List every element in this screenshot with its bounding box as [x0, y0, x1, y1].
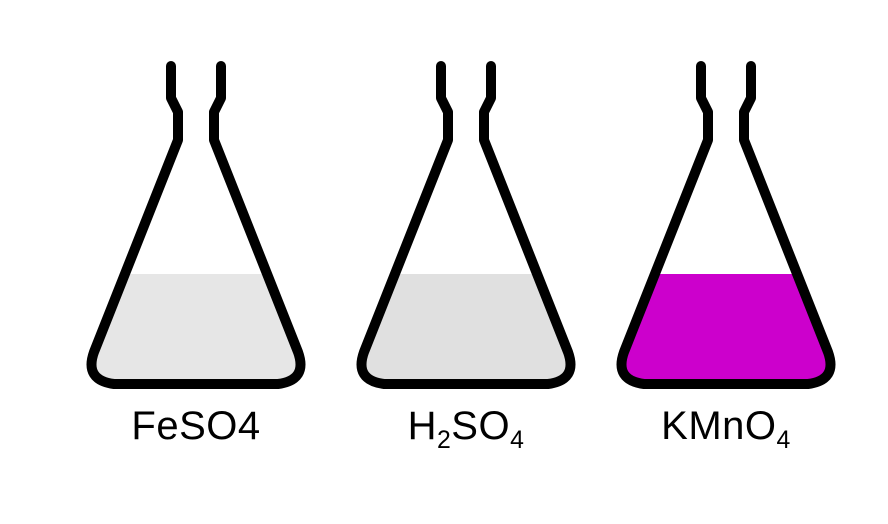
flask-icon	[600, 56, 852, 396]
flask-h2so4: H2SO4	[340, 56, 592, 449]
flask-label-feso4: FeSO4	[70, 404, 322, 449]
flask-feso4: FeSO4	[70, 56, 322, 449]
flask-label-kmno4: KMnO4	[600, 404, 852, 449]
flask-icon	[340, 56, 592, 396]
flask-label-h2so4: H2SO4	[340, 404, 592, 449]
chemistry-flasks-diagram: FeSO4 H2SO4 KMnO4	[0, 0, 888, 524]
flask-icon	[70, 56, 322, 396]
flask-kmno4: KMnO4	[600, 56, 852, 449]
